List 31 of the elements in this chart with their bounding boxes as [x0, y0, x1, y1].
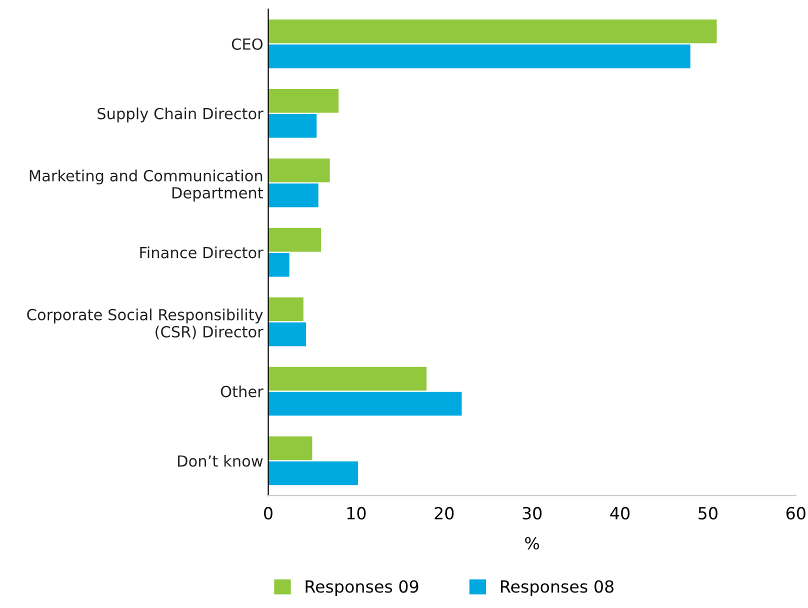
legend-label: Responses 08	[501, 580, 614, 596]
x-tick-label: 60	[786, 506, 806, 520]
bar	[268, 19, 717, 44]
y-tick-label: CEO	[232, 38, 263, 50]
x-tick-label: 10	[347, 506, 366, 520]
bar	[268, 322, 306, 346]
x-tick-label: 30	[522, 506, 542, 520]
bar	[268, 297, 304, 322]
bar	[268, 44, 690, 68]
y-tick-label: Supply Chain Director	[98, 108, 264, 122]
y-tick-label: Marketing and Communication Department	[30, 170, 264, 202]
y-tick-label: Other	[220, 385, 264, 398]
bar	[268, 183, 318, 208]
x-tick-label: 0	[264, 506, 272, 520]
legend-label: Responses 09	[306, 580, 418, 596]
x-tick-label: 20	[434, 506, 454, 520]
y-tick-label: Finance Director	[140, 246, 264, 258]
bar	[268, 461, 358, 486]
y-tick-label: Corporate Social Responsibility (CSR) Director	[27, 308, 264, 340]
x-tick-label: 50	[698, 506, 718, 520]
bar	[268, 436, 312, 460]
bar	[268, 114, 317, 138]
bar	[268, 366, 427, 391]
bar	[268, 158, 330, 182]
bar	[268, 252, 290, 277]
bar	[268, 228, 322, 252]
y-tick-label: Don’t know	[178, 454, 263, 467]
bar	[268, 392, 462, 416]
bar	[268, 88, 339, 113]
x-axis-title: %	[525, 536, 540, 550]
x-tick-label: 40	[610, 506, 630, 520]
